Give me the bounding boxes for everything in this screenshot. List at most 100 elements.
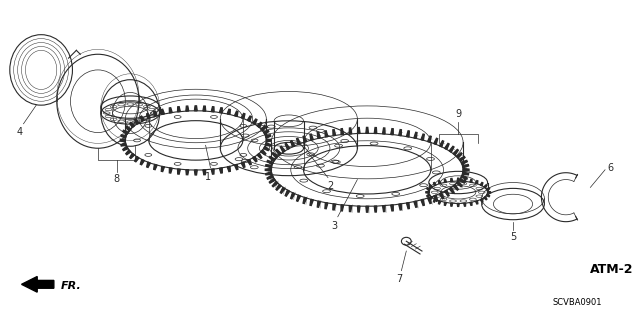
- Polygon shape: [120, 139, 125, 142]
- Polygon shape: [459, 178, 465, 183]
- Polygon shape: [391, 129, 393, 135]
- Polygon shape: [391, 205, 393, 211]
- Polygon shape: [241, 114, 245, 119]
- Polygon shape: [296, 195, 300, 201]
- Text: 1: 1: [205, 172, 211, 182]
- Polygon shape: [303, 136, 307, 142]
- Polygon shape: [269, 178, 275, 183]
- Polygon shape: [234, 164, 238, 170]
- Polygon shape: [457, 204, 459, 206]
- Polygon shape: [264, 130, 269, 135]
- Polygon shape: [461, 160, 467, 165]
- Polygon shape: [406, 203, 410, 209]
- Polygon shape: [414, 201, 417, 207]
- Polygon shape: [266, 139, 271, 142]
- Polygon shape: [121, 135, 126, 138]
- Polygon shape: [438, 181, 441, 184]
- Polygon shape: [257, 122, 262, 128]
- Polygon shape: [440, 193, 444, 199]
- Polygon shape: [341, 129, 344, 135]
- Polygon shape: [186, 106, 189, 111]
- Polygon shape: [451, 178, 452, 182]
- Polygon shape: [241, 162, 245, 167]
- Polygon shape: [276, 184, 281, 190]
- Polygon shape: [429, 197, 433, 200]
- Polygon shape: [444, 179, 447, 182]
- Text: 6: 6: [607, 163, 613, 173]
- Polygon shape: [429, 185, 433, 188]
- Polygon shape: [464, 203, 466, 206]
- Polygon shape: [123, 130, 128, 135]
- Polygon shape: [480, 199, 483, 202]
- Polygon shape: [333, 130, 335, 136]
- Polygon shape: [428, 136, 431, 142]
- Text: 2: 2: [327, 181, 333, 190]
- Polygon shape: [470, 202, 472, 205]
- Polygon shape: [453, 149, 458, 155]
- Polygon shape: [470, 179, 472, 182]
- Polygon shape: [253, 157, 257, 162]
- Polygon shape: [234, 111, 238, 116]
- Text: 9: 9: [455, 109, 461, 119]
- Polygon shape: [383, 128, 385, 134]
- Polygon shape: [147, 114, 150, 119]
- Polygon shape: [427, 188, 430, 191]
- Polygon shape: [134, 157, 139, 162]
- Polygon shape: [317, 132, 321, 138]
- Polygon shape: [349, 206, 352, 211]
- Polygon shape: [280, 146, 285, 152]
- Polygon shape: [170, 168, 172, 173]
- Polygon shape: [444, 202, 447, 205]
- Polygon shape: [433, 182, 436, 186]
- Polygon shape: [325, 203, 328, 209]
- Polygon shape: [427, 194, 430, 197]
- Polygon shape: [456, 153, 462, 158]
- Polygon shape: [161, 166, 164, 172]
- Polygon shape: [266, 165, 272, 168]
- Polygon shape: [203, 106, 205, 111]
- Polygon shape: [399, 130, 401, 136]
- Polygon shape: [341, 205, 344, 211]
- Polygon shape: [480, 182, 483, 186]
- Polygon shape: [126, 150, 131, 155]
- Polygon shape: [453, 184, 458, 190]
- Polygon shape: [253, 119, 257, 124]
- Polygon shape: [374, 128, 377, 133]
- Polygon shape: [227, 166, 230, 172]
- Polygon shape: [140, 160, 144, 165]
- Polygon shape: [211, 107, 214, 112]
- Polygon shape: [349, 128, 352, 134]
- Polygon shape: [177, 169, 180, 174]
- Polygon shape: [195, 170, 197, 175]
- Polygon shape: [285, 144, 290, 149]
- Polygon shape: [220, 168, 222, 173]
- Polygon shape: [296, 138, 300, 145]
- Text: 8: 8: [113, 174, 120, 184]
- Polygon shape: [464, 178, 466, 182]
- Polygon shape: [267, 160, 273, 165]
- Polygon shape: [272, 182, 278, 187]
- Polygon shape: [227, 109, 230, 115]
- Polygon shape: [366, 206, 369, 212]
- Polygon shape: [428, 197, 431, 204]
- Polygon shape: [272, 153, 278, 158]
- Polygon shape: [220, 108, 222, 113]
- Polygon shape: [440, 141, 444, 147]
- Polygon shape: [317, 201, 321, 207]
- Polygon shape: [486, 188, 490, 191]
- Polygon shape: [463, 172, 468, 175]
- Polygon shape: [154, 111, 157, 116]
- Polygon shape: [266, 172, 272, 175]
- Polygon shape: [266, 143, 271, 146]
- Polygon shape: [247, 116, 252, 121]
- Polygon shape: [140, 116, 144, 121]
- Polygon shape: [486, 194, 490, 197]
- Polygon shape: [264, 146, 269, 151]
- Polygon shape: [267, 175, 273, 179]
- Polygon shape: [276, 149, 281, 155]
- Polygon shape: [269, 156, 275, 161]
- Polygon shape: [426, 191, 429, 193]
- Polygon shape: [449, 187, 454, 193]
- Polygon shape: [291, 141, 295, 147]
- Polygon shape: [433, 199, 436, 202]
